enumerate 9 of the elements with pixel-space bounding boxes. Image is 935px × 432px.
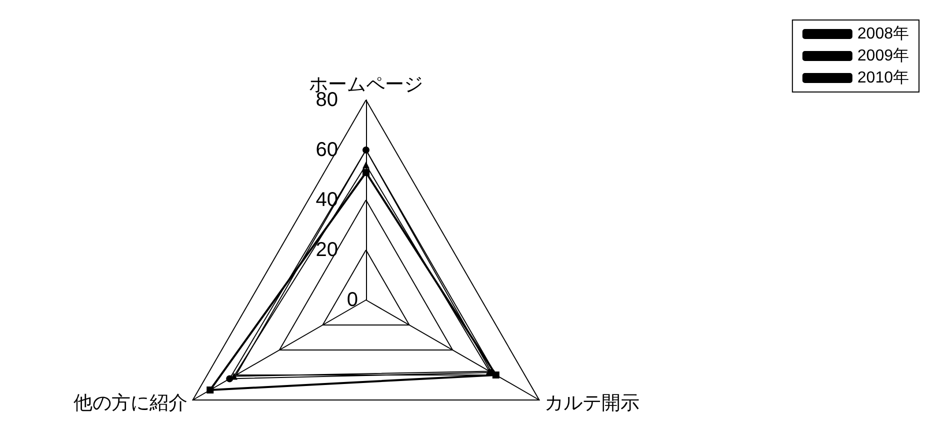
legend-label: 2010年 — [857, 70, 909, 86]
spoke-label: 他の方に紹介 — [74, 392, 188, 414]
y-tick-label: 0 — [346, 289, 358, 311]
spoke-label: カルテ開示 — [544, 392, 640, 414]
y-tick-label: 40 — [316, 189, 338, 211]
y-tick-label: 20 — [316, 239, 338, 261]
y-tick-label: 60 — [316, 139, 338, 161]
legend-label: 2009年 — [857, 48, 909, 64]
legend-label: 2008年 — [857, 26, 909, 42]
